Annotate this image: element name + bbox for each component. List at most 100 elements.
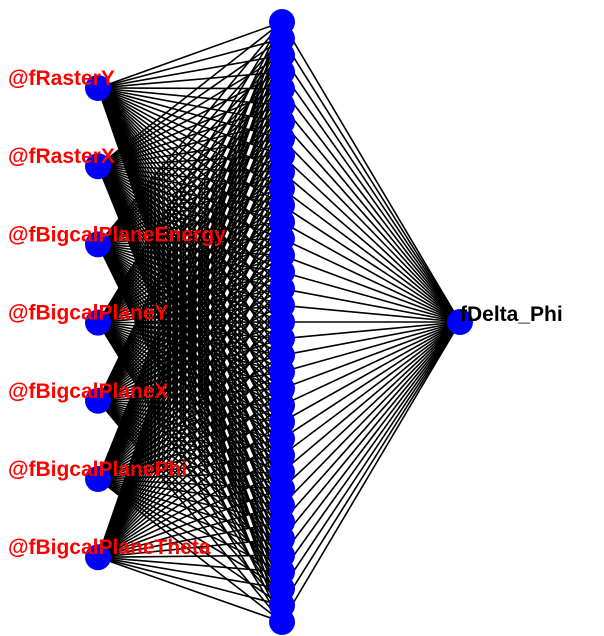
neuron-nodes xyxy=(85,9,473,635)
input-hidden-connection xyxy=(97,38,283,558)
input-hidden-connection xyxy=(97,521,283,558)
input-neuron xyxy=(85,231,111,258)
hidden-output-connection xyxy=(281,104,461,323)
input-hidden-connection xyxy=(97,537,283,558)
input-hidden-connection xyxy=(97,504,283,558)
hidden-output-connection xyxy=(281,321,461,490)
input-hidden-connection xyxy=(97,204,283,558)
hidden-output-connection xyxy=(281,321,461,390)
input-hidden-connection xyxy=(97,138,283,558)
hidden-output-connection xyxy=(281,38,461,323)
input-hidden-connection xyxy=(97,288,283,558)
hidden-output-connection xyxy=(281,321,461,590)
hidden-output-connection xyxy=(281,54,461,323)
input-hidden-connection xyxy=(97,554,283,558)
hidden-output-connection xyxy=(281,221,461,323)
output-label: fDelta_Phi xyxy=(460,303,563,326)
input-neuron xyxy=(85,387,111,414)
input-hidden-connection xyxy=(97,371,283,558)
input-hidden-connection xyxy=(97,471,283,558)
input-hidden-connection xyxy=(97,87,283,157)
input-hidden-connection xyxy=(97,165,283,207)
hidden-neuron xyxy=(269,609,295,635)
hidden-output-connection xyxy=(281,321,461,606)
input-hidden-connection xyxy=(97,354,283,558)
hidden-output-connection xyxy=(281,171,461,323)
hidden-output-connection xyxy=(281,321,461,506)
input-hidden-connection xyxy=(97,87,283,223)
input-hidden-connection xyxy=(97,105,283,558)
input-label: @fBigcalPlaneTheta xyxy=(8,536,211,559)
input-hidden-connection xyxy=(97,87,283,190)
hidden-output-connection xyxy=(281,154,461,323)
hidden-output-connection xyxy=(281,321,461,556)
input-hidden-connection xyxy=(97,87,283,140)
hidden-output-connection xyxy=(281,321,461,357)
input-neuron xyxy=(85,466,111,492)
input-label: @fBigcalPlaneX xyxy=(8,380,169,403)
input-hidden-connection xyxy=(97,21,283,402)
input-hidden-connection xyxy=(97,87,283,123)
input-hidden-connection xyxy=(97,437,283,558)
input-hidden-connection xyxy=(97,155,283,558)
input-hidden-connection xyxy=(97,21,283,245)
input-label: @fBigcalPlaneEnergy xyxy=(8,223,226,246)
input-hidden-connection xyxy=(97,556,283,623)
hidden-output-connection xyxy=(281,321,461,573)
input-hidden-connection xyxy=(97,556,283,607)
input-label: @fBigcalPlaneY xyxy=(8,302,169,325)
hidden-output-connection xyxy=(281,21,461,323)
hidden-output-connection xyxy=(281,321,461,373)
input-hidden-connection xyxy=(97,21,283,558)
input-hidden-connection xyxy=(97,271,283,558)
hidden-output-connection xyxy=(281,254,461,323)
input-hidden-connection xyxy=(97,21,283,89)
input-hidden-connection xyxy=(97,556,283,573)
hidden-output-connection xyxy=(281,321,461,340)
input-hidden-connection xyxy=(97,21,283,167)
input-label: @fBigcalPlanePhi xyxy=(8,458,187,481)
input-hidden-connection xyxy=(97,556,283,590)
input-neuron xyxy=(85,153,111,180)
input-hidden-connection xyxy=(97,165,283,240)
input-hidden-connection xyxy=(97,238,283,558)
input-hidden-connection xyxy=(97,55,283,558)
input-hidden-connection xyxy=(97,404,283,558)
hidden-output-connection xyxy=(281,321,461,473)
input-hidden-connection xyxy=(97,121,283,558)
hidden-output-connection xyxy=(281,287,461,323)
input-hidden-connection xyxy=(97,21,283,480)
hidden-output-connection xyxy=(281,321,461,623)
hidden-output-connection xyxy=(281,321,461,423)
input-hidden-connection xyxy=(97,454,283,558)
hidden-output-connection xyxy=(281,88,461,323)
hidden-output-connection xyxy=(281,321,461,540)
neuron-labels: @fRasterY @fRasterX @fBigcalPlaneEnergy @fB… xyxy=(8,67,563,559)
input-hidden-connection xyxy=(97,388,283,558)
hidden-output-connection xyxy=(281,271,461,323)
input-hidden-connection xyxy=(97,88,283,558)
input-hidden-connection xyxy=(97,21,283,324)
input-hidden-connection xyxy=(97,87,283,173)
input-hidden-connection xyxy=(97,487,283,558)
input-label: @fRasterX xyxy=(8,145,115,168)
input-hidden-connection xyxy=(97,188,283,558)
input-neuron xyxy=(85,544,111,571)
input-neuron xyxy=(85,75,111,101)
hidden-output-connection xyxy=(281,188,461,323)
input-hidden-connection xyxy=(97,338,283,558)
input-neuron xyxy=(85,309,111,336)
hidden-output-connection xyxy=(281,71,461,323)
input-hidden-connection xyxy=(97,304,283,558)
hidden-output-connection xyxy=(281,304,461,323)
hidden-output-connection xyxy=(281,121,461,323)
hidden-output-connection xyxy=(281,138,461,323)
input-hidden-connection xyxy=(97,421,283,558)
output-neuron xyxy=(447,309,473,335)
input-hidden-connection xyxy=(97,171,283,558)
hidden-output-connection xyxy=(281,204,461,323)
hidden-output-connection xyxy=(281,321,461,440)
hidden-output-connection xyxy=(281,321,461,456)
connection-lines xyxy=(97,21,461,623)
